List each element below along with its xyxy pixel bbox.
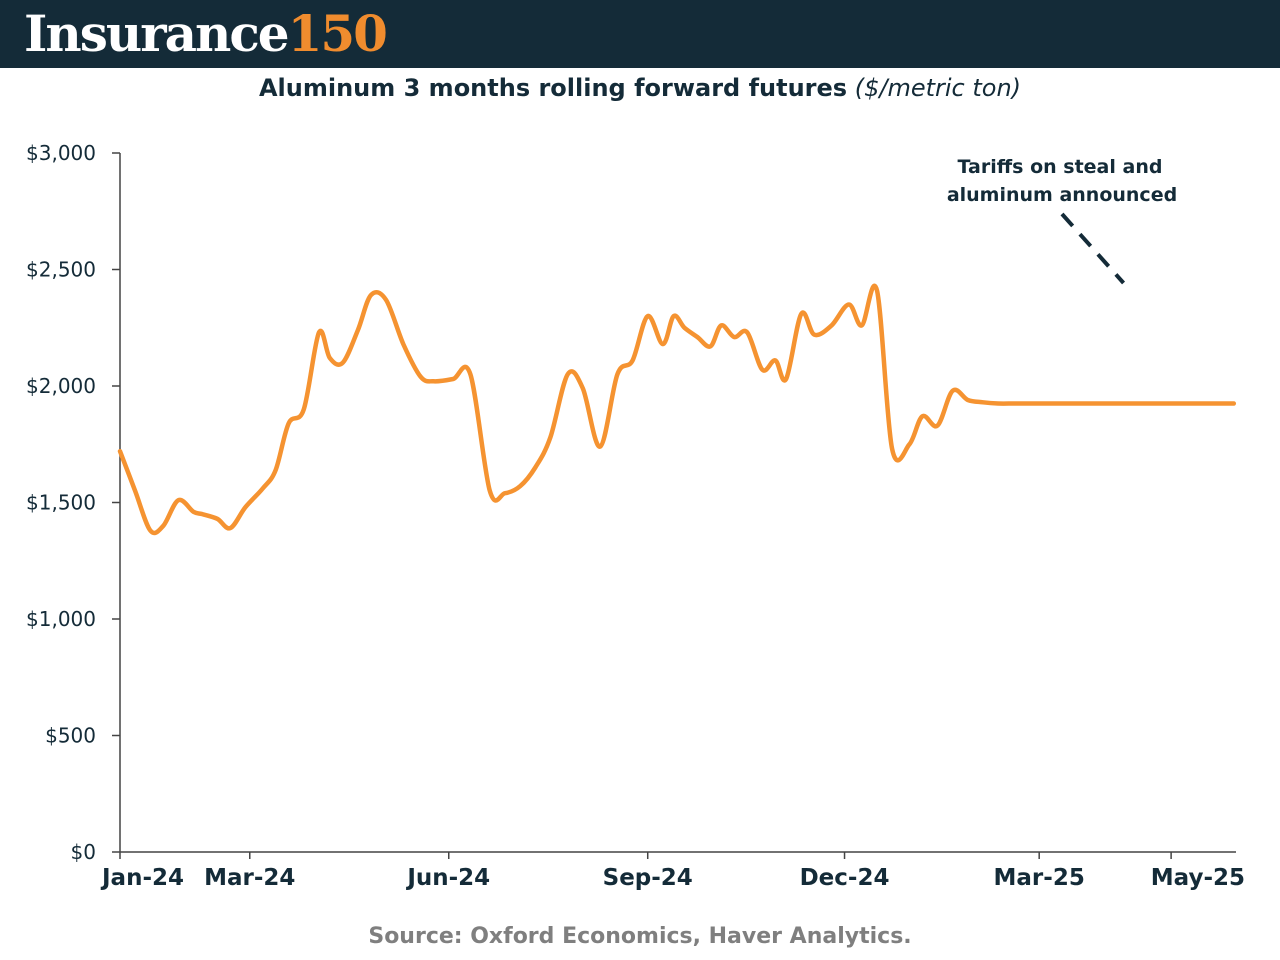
y-tick-label: $0 <box>71 840 96 864</box>
header-bar: Insurance150 <box>0 0 1280 68</box>
y-tick-label: $500 <box>45 724 96 748</box>
x-tick-label: Jun-24 <box>405 865 490 891</box>
source-note: Source: Oxford Economics, Haver Analytic… <box>368 924 912 949</box>
x-tick-label: Jan-24 <box>100 865 184 891</box>
brand-logo: Insurance150 <box>24 0 388 68</box>
y-tick-label: $2,000 <box>26 374 96 398</box>
x-tick-label: Mar-25 <box>994 865 1085 891</box>
axes <box>119 153 1236 853</box>
x-tick-label: Dec-24 <box>800 865 890 891</box>
series-group <box>117 283 1237 536</box>
annotation-pointer <box>1060 212 1126 285</box>
y-tick-label: $3,000 <box>26 141 96 165</box>
y-tick-label: $1,000 <box>26 607 96 631</box>
x-tick-label: Sep-24 <box>603 865 693 891</box>
annotation-group: Tariffs on steal and aluminum announced <box>947 156 1177 285</box>
chart-title-block: Aluminum 3 months rolling forward future… <box>0 74 1280 102</box>
x-tick-label: May-25 <box>1151 865 1245 891</box>
chart-title: Aluminum 3 months rolling forward future… <box>258 74 848 102</box>
brand-number: 150 <box>287 4 388 63</box>
y-axis-ticks: $0 $500 $1,000 $1,500 $2,000 $2,500 $3,000 <box>26 141 120 864</box>
y-tick-label: $2,500 <box>26 258 96 282</box>
x-tick-label: Mar-24 <box>204 865 295 891</box>
x-axis-ticks: Jan-24 Mar-24 Jun-24 Sep-24 Dec-24 Mar-25 May-… <box>100 852 1245 891</box>
annotation-text-line1: Tariffs on steal and <box>958 156 1163 178</box>
annotation-text-line2: aluminum announced <box>947 184 1177 206</box>
y-tick-label: $1,500 <box>26 491 96 515</box>
brand-word: Insurance <box>24 4 290 63</box>
chart-unit-label: ($/metric ton) <box>854 74 1022 102</box>
series-line <box>117 283 1237 536</box>
